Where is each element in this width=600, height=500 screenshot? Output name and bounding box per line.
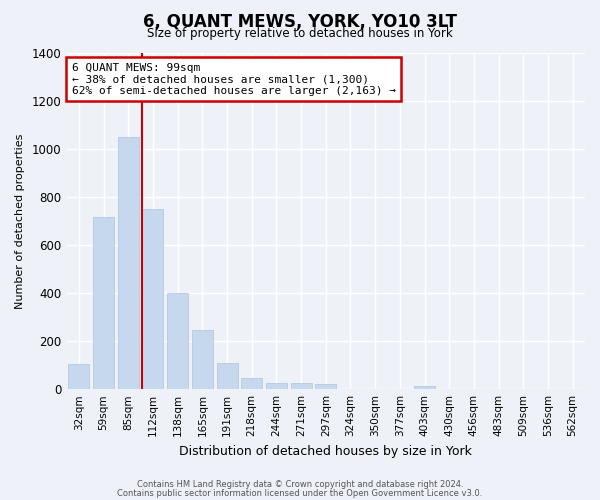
X-axis label: Distribution of detached houses by size in York: Distribution of detached houses by size … [179,444,472,458]
Text: Size of property relative to detached houses in York: Size of property relative to detached ho… [147,28,453,40]
Bar [266,382,287,389]
Text: Contains public sector information licensed under the Open Government Licence v3: Contains public sector information licen… [118,488,482,498]
Y-axis label: Number of detached properties: Number of detached properties [15,133,25,308]
Text: 6, QUANT MEWS, YORK, YO10 3LT: 6, QUANT MEWS, YORK, YO10 3LT [143,12,457,30]
Bar [68,364,89,389]
Bar [167,293,188,389]
Bar [93,216,114,389]
Bar [217,362,238,389]
Bar [142,209,163,389]
Bar [290,382,311,389]
Bar [315,384,336,389]
Bar [192,330,213,389]
Bar [414,386,435,389]
Bar [241,378,262,389]
Text: Contains HM Land Registry data © Crown copyright and database right 2024.: Contains HM Land Registry data © Crown c… [137,480,463,489]
Bar [118,137,139,389]
Text: 6 QUANT MEWS: 99sqm
← 38% of detached houses are smaller (1,300)
62% of semi-det: 6 QUANT MEWS: 99sqm ← 38% of detached ho… [72,62,396,96]
